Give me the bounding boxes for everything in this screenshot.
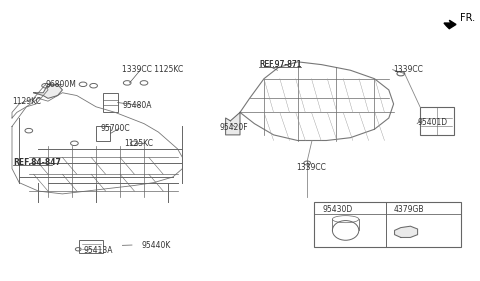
Text: REF.84-847: REF.84-847 — [13, 158, 61, 167]
Text: 1125KC: 1125KC — [124, 139, 153, 148]
Text: 95430D: 95430D — [323, 205, 353, 214]
Text: 1339CC: 1339CC — [394, 65, 423, 74]
Text: 96800M: 96800M — [46, 80, 76, 89]
Polygon shape — [34, 84, 62, 98]
Text: 95700C: 95700C — [101, 124, 131, 133]
Polygon shape — [395, 226, 418, 237]
Text: REF.97-871: REF.97-871 — [259, 60, 302, 69]
Text: 1339CC 1125KC: 1339CC 1125KC — [122, 65, 184, 74]
Text: 95401D: 95401D — [418, 118, 448, 127]
Text: 95440K: 95440K — [142, 241, 171, 250]
Text: REF.97-871: REF.97-871 — [259, 60, 302, 69]
Text: 95413A: 95413A — [84, 246, 113, 255]
Text: 4379GB: 4379GB — [394, 205, 424, 214]
Text: 95420F: 95420F — [220, 123, 249, 132]
Text: 95480A: 95480A — [122, 101, 152, 110]
Text: FR.: FR. — [460, 13, 475, 23]
Polygon shape — [444, 20, 456, 29]
Text: 1339CC: 1339CC — [297, 163, 326, 172]
Polygon shape — [226, 112, 240, 135]
Text: 1129KC: 1129KC — [12, 97, 41, 106]
